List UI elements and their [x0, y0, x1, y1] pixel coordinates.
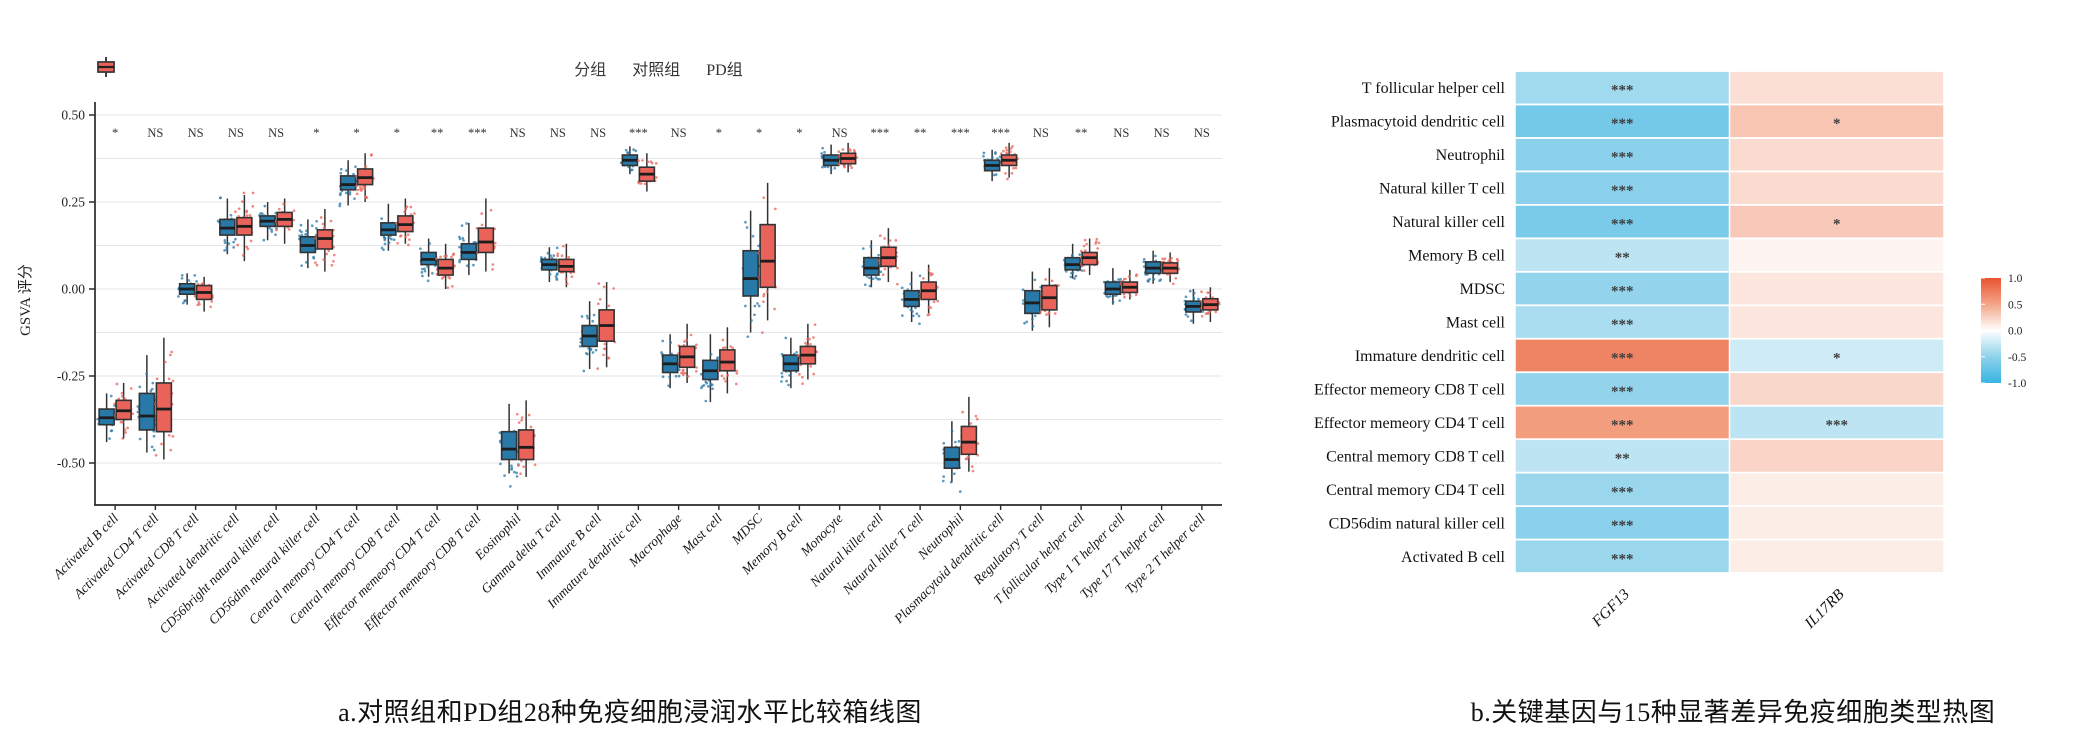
- svg-text:NS: NS: [590, 126, 606, 140]
- caption-panel-b: b.关键基因与15种显著差异免疫细胞类型热图: [1470, 698, 1996, 727]
- svg-text:***: ***: [1611, 384, 1634, 400]
- svg-text:Immature dendritic cell: Immature dendritic cell: [1355, 348, 1506, 365]
- svg-text:Mast cell: Mast cell: [1446, 315, 1506, 332]
- svg-text:Effector memeory CD4 T cell: Effector memeory CD4 T cell: [1314, 415, 1506, 432]
- svg-text:0.0: 0.0: [2008, 326, 2023, 338]
- svg-text:Memory B cell: Memory B cell: [1408, 248, 1505, 265]
- svg-text:NS: NS: [1033, 126, 1049, 140]
- svg-text:Central memory CD8 T cell: Central memory CD8 T cell: [1326, 448, 1505, 465]
- svg-text:GSVA 评分: GSVA 评分: [17, 264, 34, 336]
- svg-text:Mast cell: Mast cell: [678, 510, 725, 557]
- svg-text:MDSC: MDSC: [728, 510, 766, 548]
- svg-text:T follicular helper cell: T follicular helper cell: [1362, 80, 1506, 97]
- legend-item-control: 对照组: [97, 56, 681, 80]
- svg-text:NS: NS: [1154, 126, 1170, 140]
- svg-text:**: **: [1615, 451, 1630, 467]
- svg-text:NS: NS: [671, 126, 687, 140]
- svg-text:***: ***: [1611, 284, 1634, 300]
- boxplot-key-icon: [97, 57, 115, 77]
- boxplot-legend: 分组 对照组 PD组: [95, 56, 1222, 80]
- svg-text:Natural killer T cell: Natural killer T cell: [1379, 181, 1506, 198]
- svg-text:***: ***: [1611, 83, 1634, 99]
- svg-text:***: ***: [1611, 518, 1634, 534]
- svg-text:NS: NS: [1113, 126, 1129, 140]
- legend-label-control: 对照组: [632, 62, 681, 79]
- svg-text:**: **: [431, 126, 444, 140]
- svg-text:MDSC: MDSC: [1460, 281, 1505, 298]
- svg-text:***: ***: [629, 126, 648, 140]
- svg-text:***: ***: [991, 126, 1010, 140]
- svg-text:*: *: [1833, 350, 1841, 366]
- svg-text:Regulatory T cell: Regulatory T cell: [970, 510, 1048, 588]
- svg-text:Natural killer cell: Natural killer cell: [1392, 214, 1505, 231]
- svg-text:Central memory CD4 T cell: Central memory CD4 T cell: [1326, 482, 1505, 499]
- legend-title: 分组: [574, 62, 607, 79]
- svg-text:***: ***: [1611, 183, 1634, 199]
- svg-text:***: ***: [468, 126, 487, 140]
- svg-text:0.5: 0.5: [2008, 299, 2023, 311]
- svg-text:***: ***: [1611, 350, 1634, 366]
- svg-text:IL17RB: IL17RB: [1801, 585, 1848, 632]
- svg-text:*: *: [716, 126, 722, 140]
- svg-text:FGF13: FGF13: [1588, 586, 1633, 631]
- svg-text:0.25: 0.25: [61, 195, 85, 210]
- svg-text:*: *: [796, 126, 802, 140]
- svg-text:*: *: [1833, 116, 1841, 132]
- svg-text:Plasmacytoid dendritic cell: Plasmacytoid dendritic cell: [1331, 114, 1506, 131]
- svg-text:NS: NS: [268, 126, 284, 140]
- svg-text:***: ***: [871, 126, 890, 140]
- svg-text:NS: NS: [832, 126, 848, 140]
- heatmap-panel: T follicular helper cell *** Plasmacytoid …: [1280, 0, 2096, 749]
- svg-text:**: **: [1615, 250, 1630, 266]
- svg-text:***: ***: [1611, 217, 1634, 233]
- svg-text:***: ***: [1611, 317, 1634, 333]
- legend-item-pd: PD组: [97, 56, 743, 80]
- svg-text:-0.25: -0.25: [57, 369, 85, 384]
- svg-text:-0.50: -0.50: [57, 456, 85, 471]
- svg-text:**: **: [914, 126, 927, 140]
- svg-text:*: *: [112, 126, 118, 140]
- svg-text:*: *: [313, 126, 319, 140]
- caption-panel-a: a.对照组和PD组28种免疫细胞浸润水平比较箱线图: [338, 698, 922, 727]
- svg-text:NS: NS: [510, 126, 526, 140]
- svg-text:Neutrophil: Neutrophil: [1436, 147, 1506, 164]
- svg-text:-0.5: -0.5: [2008, 352, 2026, 364]
- svg-text:***: ***: [951, 126, 970, 140]
- svg-text:Activated B cell: Activated B cell: [1401, 549, 1506, 566]
- boxplot-panel: 0.50 0.25 0.00 -0.25 -0.50 GSVA 评分 Activated B…: [17, 56, 1222, 727]
- svg-text:NS: NS: [1194, 126, 1210, 140]
- svg-text:0.00: 0.00: [61, 282, 85, 297]
- svg-text:***: ***: [1611, 116, 1634, 132]
- svg-text:***: ***: [1611, 484, 1634, 500]
- svg-text:NS: NS: [147, 126, 163, 140]
- svg-text:*: *: [1833, 217, 1841, 233]
- heatmap-chart: T follicular helper cell ***Plasmacytoid …: [1314, 71, 2026, 633]
- svg-text:***: ***: [1826, 417, 1849, 433]
- svg-text:NS: NS: [228, 126, 244, 140]
- svg-text:0.50: 0.50: [61, 108, 85, 123]
- legend-label-pd: PD组: [706, 62, 743, 79]
- svg-text:NS: NS: [550, 126, 566, 140]
- svg-text:***: ***: [1611, 417, 1634, 433]
- svg-text:Effector memeory CD8 T cell: Effector memeory CD8 T cell: [1314, 381, 1506, 398]
- svg-text:Natural killer cell: Natural killer cell: [806, 510, 886, 590]
- svg-text:**: **: [1075, 126, 1088, 140]
- svg-text:*: *: [354, 126, 360, 140]
- svg-text:*: *: [394, 126, 400, 140]
- svg-text:***: ***: [1611, 551, 1634, 567]
- svg-text:*: *: [756, 126, 762, 140]
- svg-text:***: ***: [1611, 150, 1634, 166]
- svg-text:1.0: 1.0: [2008, 273, 2023, 285]
- svg-text:-1.0: -1.0: [2008, 378, 2026, 390]
- svg-text:NS: NS: [188, 126, 204, 140]
- svg-text:CD56dim natural killer cell: CD56dim natural killer cell: [1329, 515, 1506, 532]
